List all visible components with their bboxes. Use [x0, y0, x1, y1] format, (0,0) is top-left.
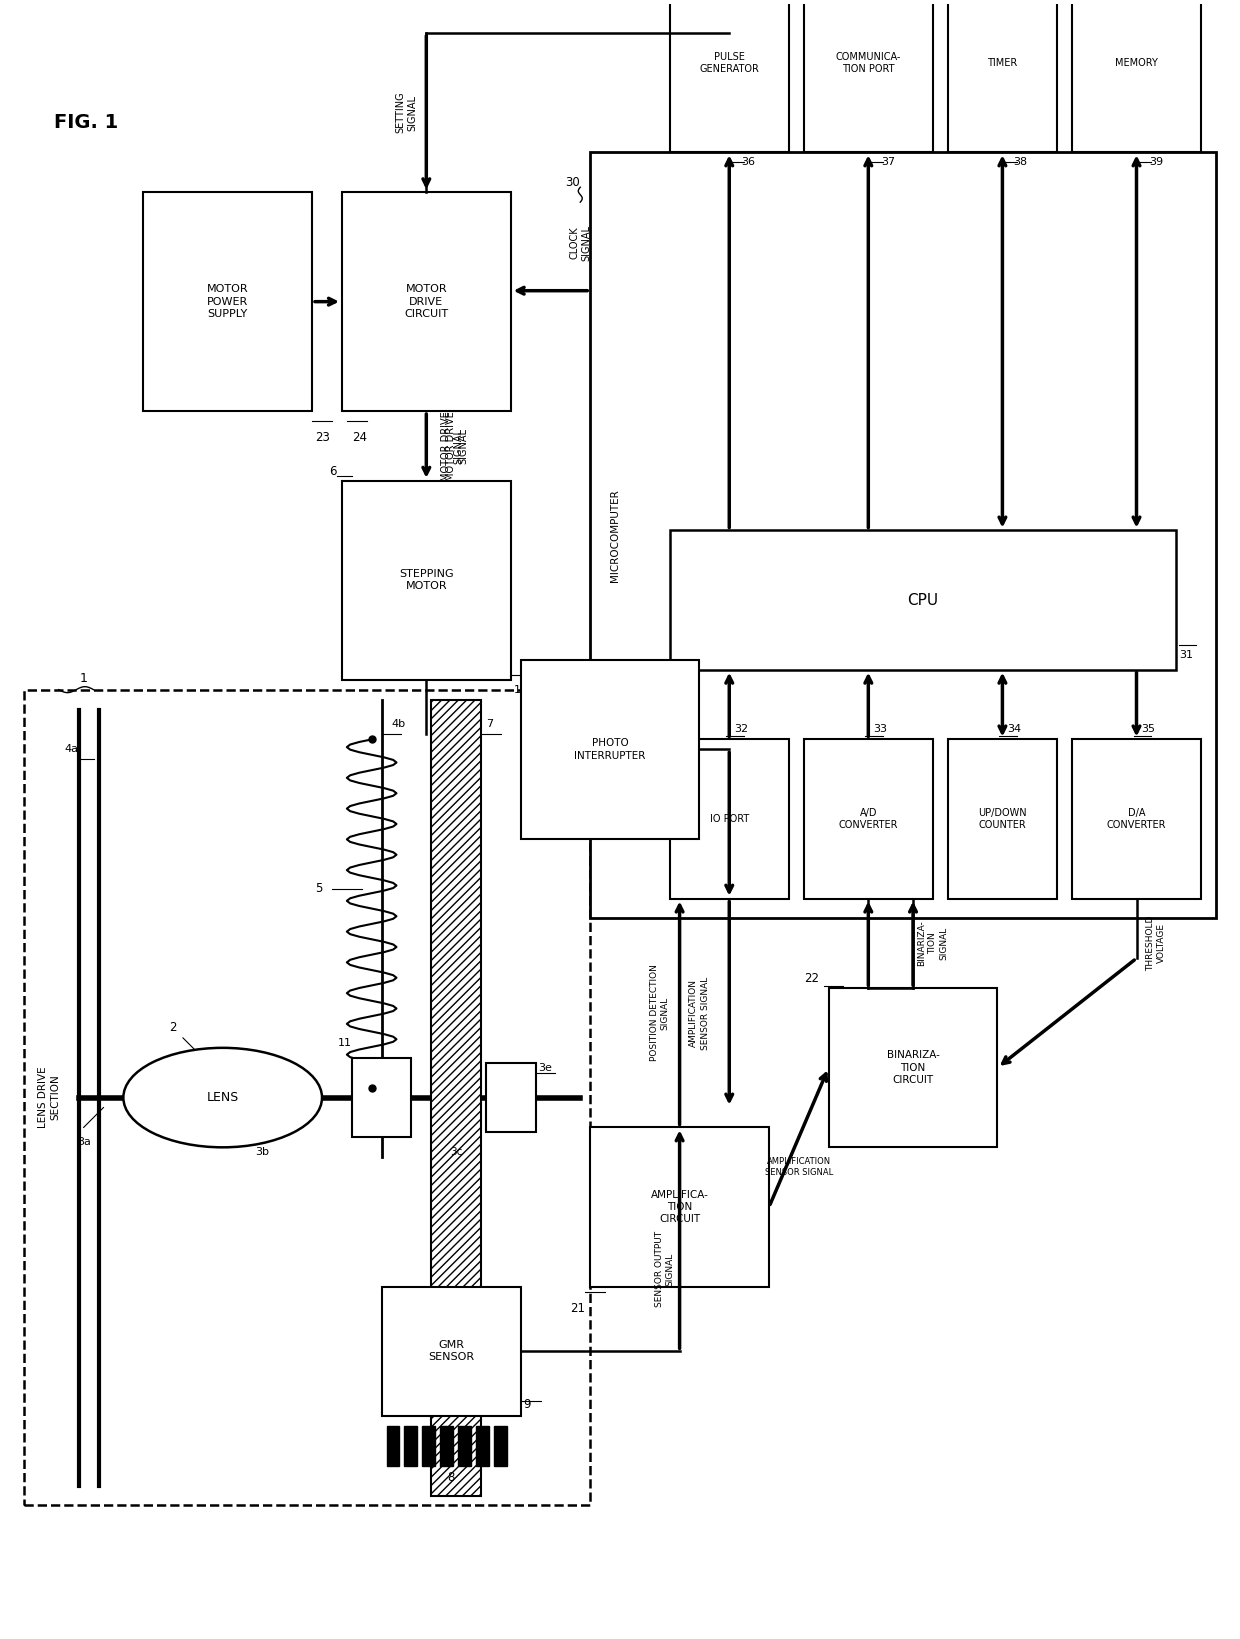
Text: MEMORY: MEMORY [1115, 57, 1158, 67]
Text: THRESHOLD
VOLTAGE: THRESHOLD VOLTAGE [1146, 916, 1167, 970]
Bar [1071, 0, 1202, 152]
Bar [947, 0, 1056, 152]
Text: 11: 11 [337, 1037, 352, 1047]
Text: 38: 38 [1013, 157, 1028, 167]
Bar [382, 1287, 521, 1416]
Text: 4b: 4b [392, 720, 405, 729]
Bar [24, 690, 590, 1506]
Text: 5: 5 [315, 882, 322, 895]
Bar [423, 1426, 435, 1465]
Text: 10: 10 [513, 685, 528, 695]
Text: CLOCK
SIGNAL: CLOCK SIGNAL [569, 225, 591, 261]
Text: A/D
CONVERTER: A/D CONVERTER [838, 808, 898, 831]
Text: TIMER: TIMER [987, 57, 1018, 67]
Bar [804, 0, 932, 152]
Text: 36: 36 [742, 157, 755, 167]
Bar [828, 988, 997, 1147]
Bar [144, 192, 312, 411]
Text: MICROCOMPUTER: MICROCOMPUTER [610, 488, 620, 582]
Bar [486, 1062, 536, 1133]
Bar [670, 531, 1177, 670]
Text: LENS: LENS [207, 1092, 239, 1105]
Text: PHOTO
INTERRUPTER: PHOTO INTERRUPTER [574, 738, 646, 760]
Text: 21: 21 [570, 1301, 585, 1314]
Text: MOTOR DRIVE
SIGNAL: MOTOR DRIVE SIGNAL [446, 411, 469, 480]
Text: COMMUNICA-
TION PORT: COMMUNICA- TION PORT [836, 52, 901, 74]
Text: 3c: 3c [450, 1147, 463, 1157]
Text: 35: 35 [1142, 724, 1156, 734]
Text: AMPLIFICATION
SENSOR SIGNAL: AMPLIFICATION SENSOR SIGNAL [689, 977, 709, 1049]
Bar [947, 739, 1056, 898]
Bar [521, 661, 699, 839]
Text: 9: 9 [523, 1398, 531, 1411]
Bar [590, 1128, 769, 1287]
Text: 24: 24 [352, 431, 367, 444]
Text: 1: 1 [79, 672, 88, 685]
Text: BINARIZA-
TION
CIRCUIT: BINARIZA- TION CIRCUIT [887, 1051, 940, 1085]
Bar [342, 192, 511, 411]
Text: SENSOR OUTPUT
SIGNAL: SENSOR OUTPUT SIGNAL [655, 1231, 675, 1308]
Text: 22: 22 [804, 972, 818, 985]
Text: FIG. 1: FIG. 1 [53, 113, 118, 133]
Text: 33: 33 [873, 724, 888, 734]
Text: IO PORT: IO PORT [709, 815, 749, 824]
Bar [804, 739, 932, 898]
Text: SETTING
SIGNAL: SETTING SIGNAL [396, 92, 418, 133]
Text: MOTOR
POWER
SUPPLY: MOTOR POWER SUPPLY [207, 284, 248, 320]
Text: AMPLIFICATION
SENSOR SIGNAL: AMPLIFICATION SENSOR SIGNAL [765, 1157, 833, 1177]
Bar [432, 700, 481, 1495]
Text: 2: 2 [170, 1021, 177, 1034]
Bar [404, 1426, 418, 1465]
Text: 7: 7 [486, 720, 494, 729]
Bar [440, 1426, 453, 1465]
Bar [476, 1426, 489, 1465]
Ellipse shape [123, 1047, 322, 1147]
Text: BINARIZA-
TION
SIGNAL: BINARIZA- TION SIGNAL [918, 921, 949, 967]
Text: UP/DOWN
COUNTER: UP/DOWN COUNTER [978, 808, 1027, 831]
Text: STEPPING
MOTOR: STEPPING MOTOR [399, 569, 454, 592]
Text: 37: 37 [882, 157, 895, 167]
Text: 32: 32 [734, 724, 749, 734]
Bar [670, 739, 789, 898]
Text: MOTOR
DRIVE
CIRCUIT: MOTOR DRIVE CIRCUIT [404, 284, 449, 320]
Text: 3b: 3b [255, 1147, 269, 1157]
Text: AMPLIFICA-
TION
CIRCUIT: AMPLIFICA- TION CIRCUIT [651, 1190, 708, 1224]
Bar [352, 1057, 412, 1137]
Bar [670, 0, 789, 152]
Bar [342, 480, 511, 680]
Text: POSITION DETECTION
SIGNAL: POSITION DETECTION SIGNAL [650, 965, 670, 1062]
Text: 23: 23 [315, 431, 330, 444]
Text: 3e: 3e [538, 1062, 553, 1074]
Bar [387, 1426, 399, 1465]
Text: GMR
SENSOR: GMR SENSOR [428, 1341, 474, 1362]
Text: CPU: CPU [908, 593, 939, 608]
Text: 30: 30 [565, 175, 580, 188]
Text: 4a: 4a [64, 744, 78, 754]
Text: 3a: 3a [77, 1137, 91, 1147]
Text: 39: 39 [1149, 157, 1163, 167]
Text: LENS DRIVE
SECTION: LENS DRIVE SECTION [37, 1067, 60, 1128]
Text: 31: 31 [1179, 649, 1193, 661]
Text: MOTOR DRIVE
SIGNAL: MOTOR DRIVE SIGNAL [441, 411, 464, 480]
Text: 6: 6 [330, 465, 337, 477]
Bar [458, 1426, 471, 1465]
Text: PULSE
GENERATOR: PULSE GENERATOR [699, 52, 759, 74]
Bar [1071, 739, 1202, 898]
Text: 34: 34 [1007, 724, 1022, 734]
Bar [590, 152, 1216, 918]
Bar [494, 1426, 507, 1465]
Text: 8: 8 [448, 1470, 455, 1483]
Text: D/A
CONVERTER: D/A CONVERTER [1107, 808, 1167, 831]
